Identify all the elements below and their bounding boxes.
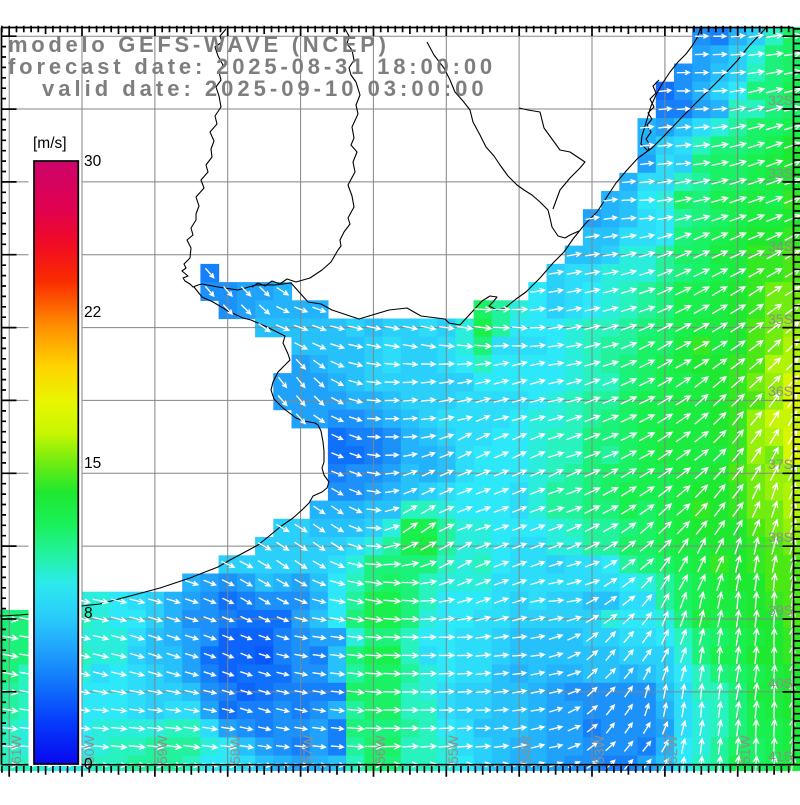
svg-text:8: 8 bbox=[84, 605, 93, 622]
svg-text:0: 0 bbox=[84, 756, 93, 773]
svg-text:59W: 59W bbox=[154, 734, 170, 764]
svg-text:15: 15 bbox=[84, 455, 101, 472]
svg-text:38S: 38S bbox=[768, 529, 793, 545]
svg-text:valid date: 2025-09-10 03:00:0: valid date: 2025-09-10 03:00:00 bbox=[42, 76, 488, 101]
svg-text:54W: 54W bbox=[518, 734, 534, 764]
svg-text:53W: 53W bbox=[591, 734, 607, 764]
svg-text:51W: 51W bbox=[737, 734, 753, 764]
svg-text:33S: 33S bbox=[768, 165, 793, 181]
svg-text:34S: 34S bbox=[768, 238, 793, 254]
svg-text:36S: 36S bbox=[768, 383, 793, 399]
svg-text:modelo GEFS-WAVE (NCEP): modelo GEFS-WAVE (NCEP) bbox=[8, 32, 390, 57]
svg-text:39S: 39S bbox=[768, 602, 793, 618]
svg-text:[m/s]: [m/s] bbox=[33, 135, 67, 152]
svg-text:52W: 52W bbox=[664, 734, 680, 764]
svg-text:41S: 41S bbox=[768, 748, 793, 764]
svg-text:40S: 40S bbox=[768, 675, 793, 691]
svg-text:37S: 37S bbox=[768, 456, 793, 472]
svg-text:32S: 32S bbox=[768, 92, 793, 108]
svg-text:22: 22 bbox=[84, 304, 101, 321]
svg-text:35S: 35S bbox=[768, 311, 793, 327]
svg-text:57W: 57W bbox=[300, 734, 316, 764]
svg-text:56W: 56W bbox=[372, 734, 388, 764]
svg-text:61W: 61W bbox=[8, 734, 24, 764]
svg-text:30: 30 bbox=[84, 153, 102, 170]
svg-text:forecast date: 2025-08-31 18:0: forecast date: 2025-08-31 18:00:00 bbox=[8, 54, 496, 79]
svg-text:58W: 58W bbox=[227, 734, 243, 764]
svg-text:60W: 60W bbox=[81, 734, 97, 764]
svg-text:55W: 55W bbox=[445, 734, 461, 764]
